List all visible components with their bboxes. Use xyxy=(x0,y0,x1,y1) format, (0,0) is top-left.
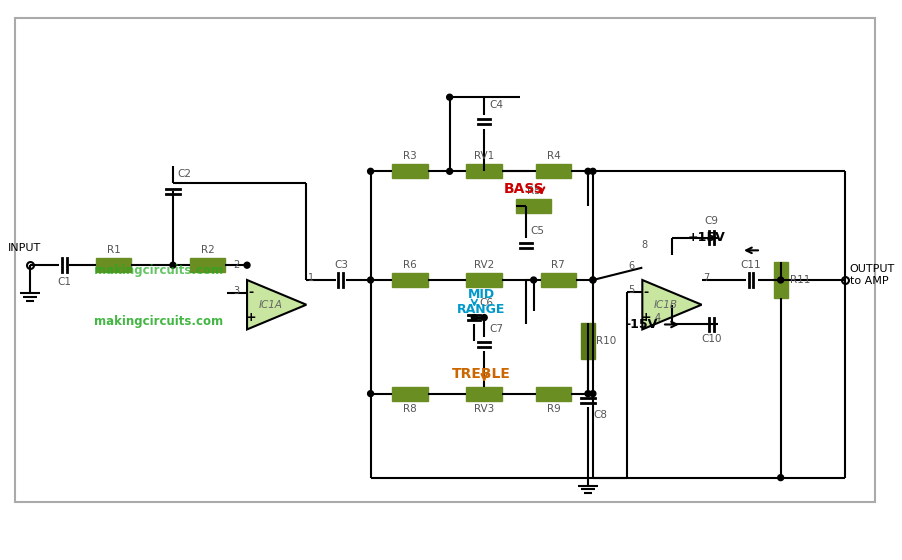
Circle shape xyxy=(778,277,784,283)
Circle shape xyxy=(368,391,373,396)
Text: -15V: -15V xyxy=(625,318,658,331)
FancyBboxPatch shape xyxy=(466,387,502,400)
Text: 8: 8 xyxy=(641,240,648,250)
Text: C7: C7 xyxy=(489,324,503,334)
Text: C9: C9 xyxy=(704,216,719,226)
FancyBboxPatch shape xyxy=(392,165,428,178)
Text: +: + xyxy=(641,311,651,324)
Text: IC1B: IC1B xyxy=(654,300,678,310)
Circle shape xyxy=(590,277,596,283)
Text: RV1: RV1 xyxy=(474,151,494,161)
Circle shape xyxy=(585,169,591,174)
Text: C6: C6 xyxy=(479,298,493,307)
FancyBboxPatch shape xyxy=(581,324,595,359)
Circle shape xyxy=(778,475,784,480)
Text: R8: R8 xyxy=(403,404,417,413)
FancyBboxPatch shape xyxy=(540,273,576,287)
Text: R5: R5 xyxy=(527,186,540,196)
Text: makingcircuits.com: makingcircuits.com xyxy=(94,264,223,277)
Circle shape xyxy=(244,262,250,268)
Text: -: - xyxy=(644,286,649,299)
Text: R1: R1 xyxy=(106,245,121,255)
Text: C1: C1 xyxy=(57,277,71,287)
Circle shape xyxy=(482,315,487,320)
Text: R10: R10 xyxy=(596,336,616,346)
Circle shape xyxy=(472,315,477,320)
Text: C5: C5 xyxy=(530,226,545,236)
Text: +: + xyxy=(245,311,256,324)
Text: -: - xyxy=(248,286,253,299)
Text: INPUT: INPUT xyxy=(8,243,41,253)
FancyBboxPatch shape xyxy=(466,165,502,178)
Text: R6: R6 xyxy=(403,260,417,270)
Text: 4: 4 xyxy=(654,312,660,323)
Text: IC1A: IC1A xyxy=(259,300,282,310)
Circle shape xyxy=(530,277,537,283)
FancyBboxPatch shape xyxy=(536,165,571,178)
Text: TREBLE: TREBLE xyxy=(452,367,511,381)
Text: RV3: RV3 xyxy=(474,404,494,413)
Text: C8: C8 xyxy=(593,410,607,421)
FancyBboxPatch shape xyxy=(392,387,428,400)
Text: 5: 5 xyxy=(628,286,634,295)
Text: C10: C10 xyxy=(701,334,722,344)
Circle shape xyxy=(368,277,373,283)
FancyBboxPatch shape xyxy=(189,258,226,272)
Text: +15V: +15V xyxy=(687,231,725,244)
Circle shape xyxy=(446,169,453,174)
FancyBboxPatch shape xyxy=(466,273,502,287)
Text: 7: 7 xyxy=(704,273,710,283)
Polygon shape xyxy=(642,280,702,329)
FancyBboxPatch shape xyxy=(392,273,428,287)
Text: 1: 1 xyxy=(308,273,315,283)
Text: MID
RANGE: MID RANGE xyxy=(457,288,505,316)
Text: R11: R11 xyxy=(789,275,810,285)
Circle shape xyxy=(368,169,373,174)
Text: R4: R4 xyxy=(547,151,560,161)
Text: R7: R7 xyxy=(551,260,566,270)
FancyBboxPatch shape xyxy=(774,262,787,298)
Text: C11: C11 xyxy=(741,260,761,270)
Text: 6: 6 xyxy=(629,260,634,270)
Text: R9: R9 xyxy=(547,404,560,413)
Text: BASS: BASS xyxy=(503,182,544,196)
Polygon shape xyxy=(247,280,307,329)
Text: 3: 3 xyxy=(233,286,239,296)
Text: C2: C2 xyxy=(178,169,192,179)
Text: OUTPUT
to AMP: OUTPUT to AMP xyxy=(850,264,895,286)
Circle shape xyxy=(590,391,596,396)
Circle shape xyxy=(585,391,591,396)
FancyBboxPatch shape xyxy=(96,258,132,272)
Circle shape xyxy=(590,169,596,174)
Text: C3: C3 xyxy=(334,260,348,270)
Circle shape xyxy=(590,277,596,283)
Text: 2: 2 xyxy=(233,260,239,270)
Circle shape xyxy=(170,262,176,268)
Text: R3: R3 xyxy=(403,151,417,161)
FancyBboxPatch shape xyxy=(536,387,571,400)
Text: RV2: RV2 xyxy=(474,260,494,270)
Text: makingcircuits.com: makingcircuits.com xyxy=(94,315,223,328)
Text: C4: C4 xyxy=(489,100,503,110)
Text: R2: R2 xyxy=(200,245,215,255)
Circle shape xyxy=(446,94,453,100)
FancyBboxPatch shape xyxy=(516,199,551,213)
